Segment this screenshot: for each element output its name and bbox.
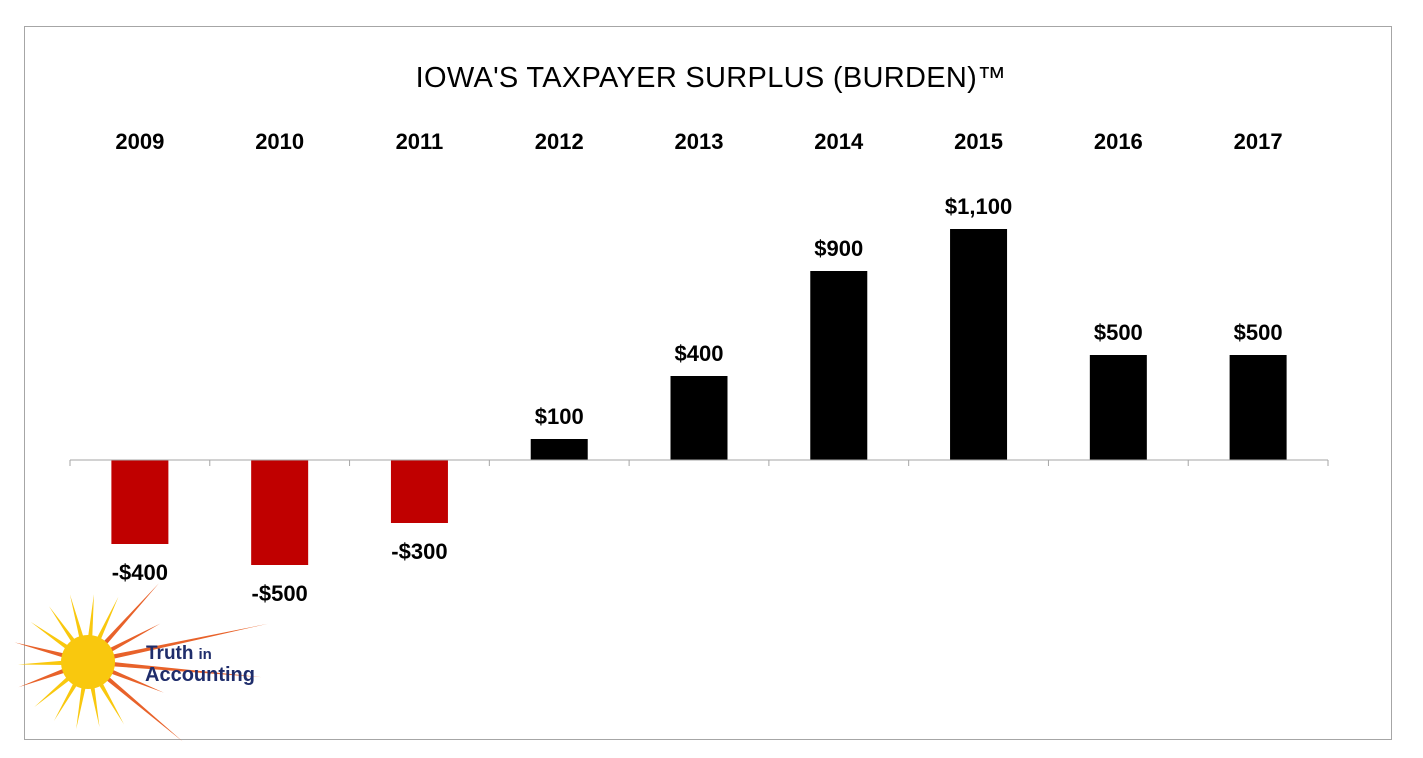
sun-ray (104, 675, 183, 742)
sun-ray (54, 681, 78, 721)
sun-ray (18, 668, 67, 688)
bars (111, 229, 1287, 565)
category-label: 2013 (675, 129, 724, 154)
category-label: 2014 (814, 129, 864, 154)
sun-ray (110, 623, 268, 660)
category-label: 2010 (255, 129, 304, 154)
sun-ray (96, 596, 119, 642)
data-label: -$400 (112, 560, 168, 585)
sun-ray (30, 621, 70, 651)
sun-ray (109, 668, 165, 693)
sun-ray (48, 606, 77, 644)
sun-ray (111, 661, 262, 678)
data-label: $900 (814, 236, 863, 261)
data-label: -$500 (252, 581, 308, 606)
bar (251, 460, 309, 565)
bar (1229, 355, 1287, 460)
bar (810, 271, 868, 460)
sun-ray (69, 594, 84, 640)
sun-ray (90, 685, 100, 727)
chart-title: IOWA'S TAXPAYER SURPLUS (BURDEN)™ (416, 62, 1007, 94)
bar (111, 460, 169, 544)
bar (390, 460, 448, 523)
sun-icon (61, 635, 115, 689)
bar (670, 376, 728, 460)
data-label: $400 (675, 341, 724, 366)
data-label: $1,100 (945, 194, 1012, 219)
sun-ray (76, 685, 86, 729)
category-label: 2009 (115, 129, 164, 154)
category-label: 2016 (1094, 129, 1143, 154)
logo-line1: Truth in (146, 643, 212, 664)
sun-ray (34, 675, 72, 707)
category-label: 2012 (535, 129, 584, 154)
sun-ray (102, 583, 159, 646)
category-label: 2011 (396, 129, 444, 154)
sun-ray (18, 660, 65, 665)
data-label: $500 (1234, 320, 1283, 345)
sun-ray (87, 594, 94, 639)
data-labels: -$400 -$500 -$300 $100 $400 $900 $1,100 $500 $50… (112, 194, 1283, 606)
sun-ray (98, 681, 124, 725)
category-labels: 2009 2010 2011 2012 2013 2014 2015 2016 2017 (115, 129, 1282, 154)
sun-rays-icon (14, 583, 268, 742)
logo-line2: Accounting (145, 664, 255, 686)
data-label: $100 (535, 404, 584, 429)
truth-in-accounting-logo: Truth in Accounting (14, 583, 268, 742)
data-label: $500 (1094, 320, 1143, 345)
x-axis (69, 459, 1329, 466)
category-label: 2015 (954, 129, 1003, 154)
category-label: 2017 (1234, 129, 1283, 154)
bar (950, 229, 1008, 460)
sun-ray (108, 623, 161, 653)
bar (1089, 355, 1147, 460)
data-label: -$300 (391, 539, 447, 564)
bar (530, 439, 588, 460)
sun-ray (14, 642, 66, 658)
